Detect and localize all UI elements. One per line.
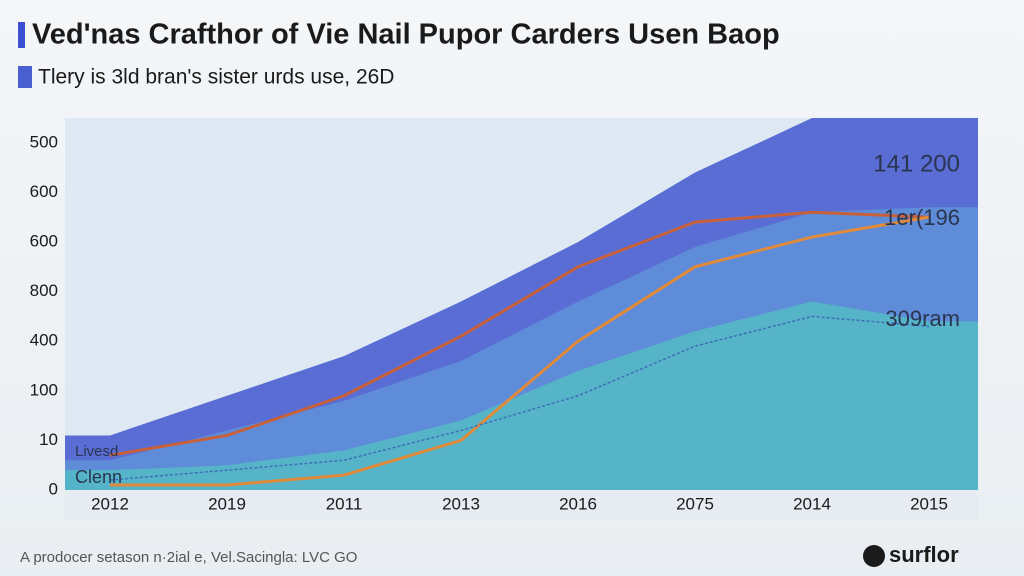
- annotation: 141 200: [873, 150, 960, 177]
- x-tick-label: 2015: [910, 494, 948, 513]
- title-marker: [18, 22, 25, 48]
- line: [110, 215, 930, 487]
- logo-icon: [863, 545, 885, 567]
- y-tick-label: 600: [30, 231, 58, 250]
- chart-subtitle: Tlery is 3ld bran's sister urds use, 26D: [38, 66, 394, 89]
- x-tick-label: 2012: [91, 494, 129, 513]
- annotation: 1er(196: [884, 205, 960, 230]
- area: [65, 301, 978, 490]
- y-tick-label: 800: [30, 281, 58, 300]
- y-tick-label: 600: [30, 182, 58, 201]
- x-tick-label: 2011: [326, 494, 363, 513]
- x-tick-label: 2019: [208, 494, 246, 513]
- y-tick-label: 100: [30, 380, 58, 399]
- line: [109, 210, 930, 457]
- x-tick-label: 2016: [559, 494, 597, 513]
- logo: surflor: [889, 542, 959, 567]
- y-tick-label: 0: [49, 479, 58, 498]
- line: [109, 315, 930, 481]
- y-tick-label: 400: [30, 331, 58, 350]
- y-tick-label: 10: [39, 430, 58, 449]
- x-tick-label: 2075: [676, 494, 714, 513]
- annotation: 309ram: [885, 306, 960, 331]
- chart-title: Ved'nas Crafthor of Vie Nail Pupor Carde…: [32, 19, 780, 51]
- footer: A prodocer setason n·2ial e, Vel.Sacingl…: [20, 549, 357, 566]
- subtitle-marker: [18, 66, 32, 88]
- annotation: Livesd: [75, 443, 118, 460]
- x-axis-band: [65, 490, 978, 520]
- annotation: Clenn: [75, 467, 122, 487]
- x-tick-label: 2013: [442, 494, 480, 513]
- y-tick-label: 500: [30, 132, 58, 151]
- x-tick-label: 2014: [793, 494, 831, 513]
